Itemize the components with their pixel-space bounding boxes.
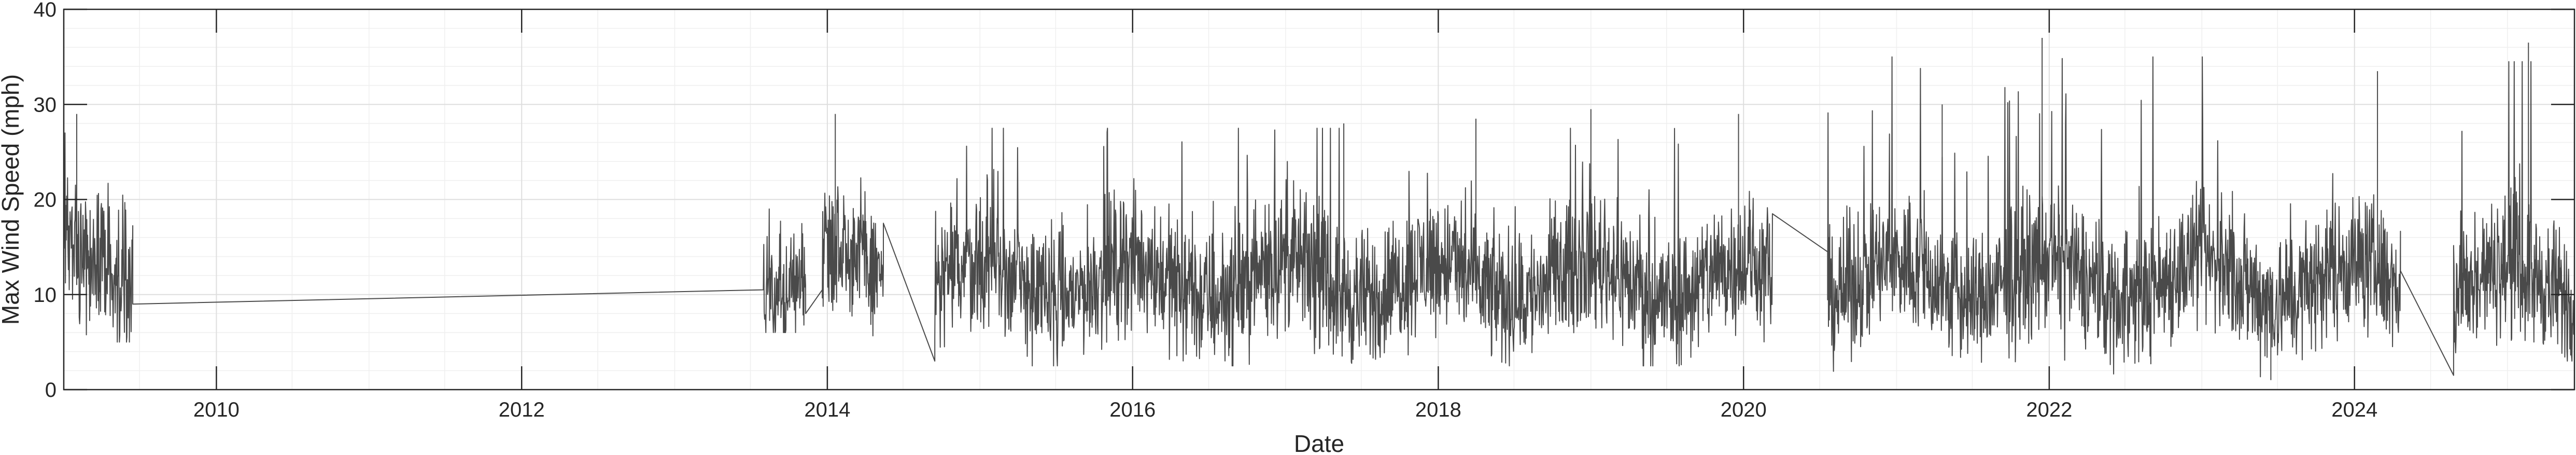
- max-wind-speed-series: [63, 37, 2575, 380]
- x-tick-label: 2024: [2331, 398, 2377, 421]
- y-tick-label: 10: [34, 284, 57, 307]
- x-tick-label: 2014: [804, 398, 850, 421]
- x-tick-label: 2018: [1415, 398, 1461, 421]
- x-tick-labels: 2010 2012 2014 2016 2018 2020 2022 2024: [193, 398, 2377, 421]
- x-axis-label: Date: [1294, 430, 1344, 455]
- y-tick-labels: 0 10 20 30 40: [34, 0, 57, 402]
- y-tick-label: 40: [34, 0, 57, 21]
- y-axis-label: Max Wind Speed (mph): [0, 74, 24, 325]
- x-tick-label: 2010: [193, 398, 240, 421]
- x-tick-label: 2022: [2026, 398, 2072, 421]
- y-tick-label: 20: [34, 189, 57, 212]
- y-tick-label: 0: [45, 379, 57, 402]
- y-tick-label: 30: [34, 93, 57, 116]
- wind-speed-line: [63, 56, 2575, 378]
- x-tick-label: 2016: [1109, 398, 1156, 421]
- x-tick-label: 2012: [499, 398, 545, 421]
- tick-marks: [64, 8, 2574, 391]
- x-tick-label: 2020: [1721, 398, 1767, 421]
